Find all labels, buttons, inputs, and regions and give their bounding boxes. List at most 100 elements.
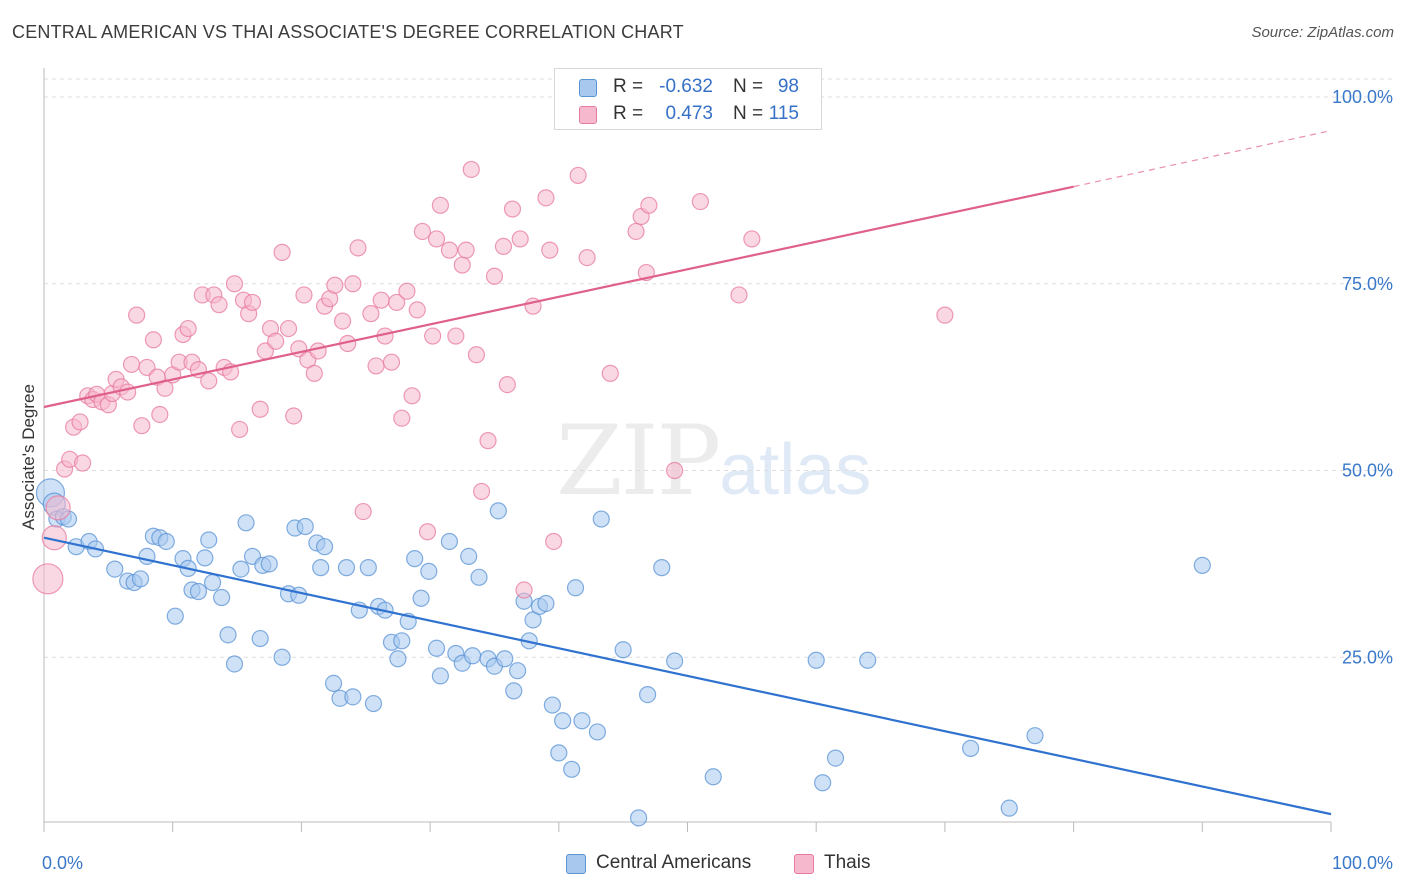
point-thais <box>200 372 218 390</box>
point-thais <box>243 293 262 312</box>
legend-swatch-pink <box>794 854 814 874</box>
point-thais <box>279 319 298 338</box>
point-central-americans <box>213 588 231 607</box>
point-central-americans <box>359 559 377 577</box>
y-tick-label: 75.0% <box>1342 274 1393 294</box>
point-thais <box>267 332 285 350</box>
trendline-central-americans <box>43 536 1332 816</box>
point-thais <box>578 249 596 267</box>
point-thais <box>545 532 563 551</box>
point-central-americans <box>389 650 407 668</box>
point-central-americans <box>629 809 648 827</box>
chart-title: CENTRAL AMERICAN VS THAI ASSOCIATE'S DEG… <box>12 22 684 42</box>
y-axis-label: Associate's Degree <box>19 384 38 530</box>
point-central-americans <box>106 560 124 578</box>
point-thais <box>305 364 323 382</box>
point-thais <box>251 400 269 418</box>
point-thais <box>41 525 67 551</box>
point-thais <box>691 192 709 211</box>
point-central-americans <box>225 655 244 673</box>
point-central-americans <box>420 562 438 580</box>
point-thais <box>144 331 162 349</box>
point-thais <box>388 293 406 312</box>
r-label: R = <box>613 103 644 124</box>
point-central-americans <box>614 641 632 659</box>
point-central-americans <box>364 694 383 713</box>
trendline-thais <box>43 185 1074 409</box>
n-value: 98 <box>777 76 799 97</box>
point-central-americans <box>1193 556 1211 574</box>
point-central-americans <box>653 559 671 577</box>
point-thais <box>309 342 327 360</box>
y-tick-label: 100.0% <box>1332 87 1393 107</box>
point-thais <box>569 166 587 185</box>
legend-swatch-blue <box>579 79 597 97</box>
point-thais <box>295 286 313 304</box>
point-thais <box>453 256 471 274</box>
point-central-americans <box>566 579 585 597</box>
point-central-americans <box>496 650 514 668</box>
point-central-americans <box>470 568 488 586</box>
point-thais <box>730 286 748 304</box>
point-central-americans <box>312 559 330 577</box>
point-central-americans <box>460 547 478 566</box>
point-central-americans <box>505 682 523 700</box>
r-label: R = <box>613 76 644 97</box>
point-thais <box>32 563 64 595</box>
point-thais <box>498 375 516 394</box>
point-thais <box>666 461 684 480</box>
point-central-americans <box>592 510 610 528</box>
point-thais <box>122 355 141 374</box>
point-central-americans <box>260 555 278 573</box>
point-thais <box>133 417 151 435</box>
point-thais <box>326 276 344 294</box>
point-thais <box>494 237 513 255</box>
r-value: 0.473 <box>665 103 713 124</box>
point-central-americans <box>273 648 291 666</box>
point-thais <box>225 275 244 293</box>
point-thais <box>424 327 442 345</box>
legend-row-central-americans: R = -0.632 N = 98 <box>555 74 821 102</box>
point-thais <box>273 243 291 261</box>
point-thais <box>485 267 504 285</box>
point-thais <box>413 222 431 241</box>
point-central-americans <box>412 589 430 607</box>
point-central-americans <box>431 667 449 685</box>
point-thais <box>515 581 533 599</box>
point-thais <box>119 383 137 401</box>
point-thais <box>601 364 619 382</box>
point-thais <box>427 230 446 248</box>
point-thais <box>71 413 89 431</box>
point-central-americans <box>393 632 411 650</box>
point-thais <box>74 454 92 472</box>
point-central-americans <box>344 688 362 706</box>
point-central-americans <box>324 674 343 692</box>
point-central-americans <box>826 749 845 767</box>
point-thais <box>408 301 426 319</box>
watermark-zip: ZIP <box>556 405 721 517</box>
point-thais <box>511 230 529 248</box>
point-central-americans <box>639 685 657 704</box>
point-central-americans <box>550 744 568 762</box>
point-thais <box>344 275 362 293</box>
point-thais <box>743 230 761 248</box>
point-thais <box>457 241 475 259</box>
n-label: N = <box>733 103 764 124</box>
point-thais <box>231 420 249 439</box>
point-thais <box>367 357 385 375</box>
point-central-americans <box>509 662 527 680</box>
point-thais <box>362 305 380 323</box>
x-tick-label: 100.0% <box>1332 853 1393 873</box>
point-central-americans <box>666 652 684 670</box>
point-central-americans <box>814 774 832 792</box>
point-central-americans <box>251 629 269 648</box>
legend-label: Thais <box>824 852 871 873</box>
point-thais <box>936 306 954 324</box>
point-thais <box>285 407 303 425</box>
point-thais <box>179 319 197 338</box>
point-central-americans <box>588 723 607 741</box>
point-thais <box>467 346 486 364</box>
point-central-americans <box>200 531 218 549</box>
source-label: Source: ZipAtlas.com <box>1251 24 1394 41</box>
point-central-americans <box>427 639 446 657</box>
